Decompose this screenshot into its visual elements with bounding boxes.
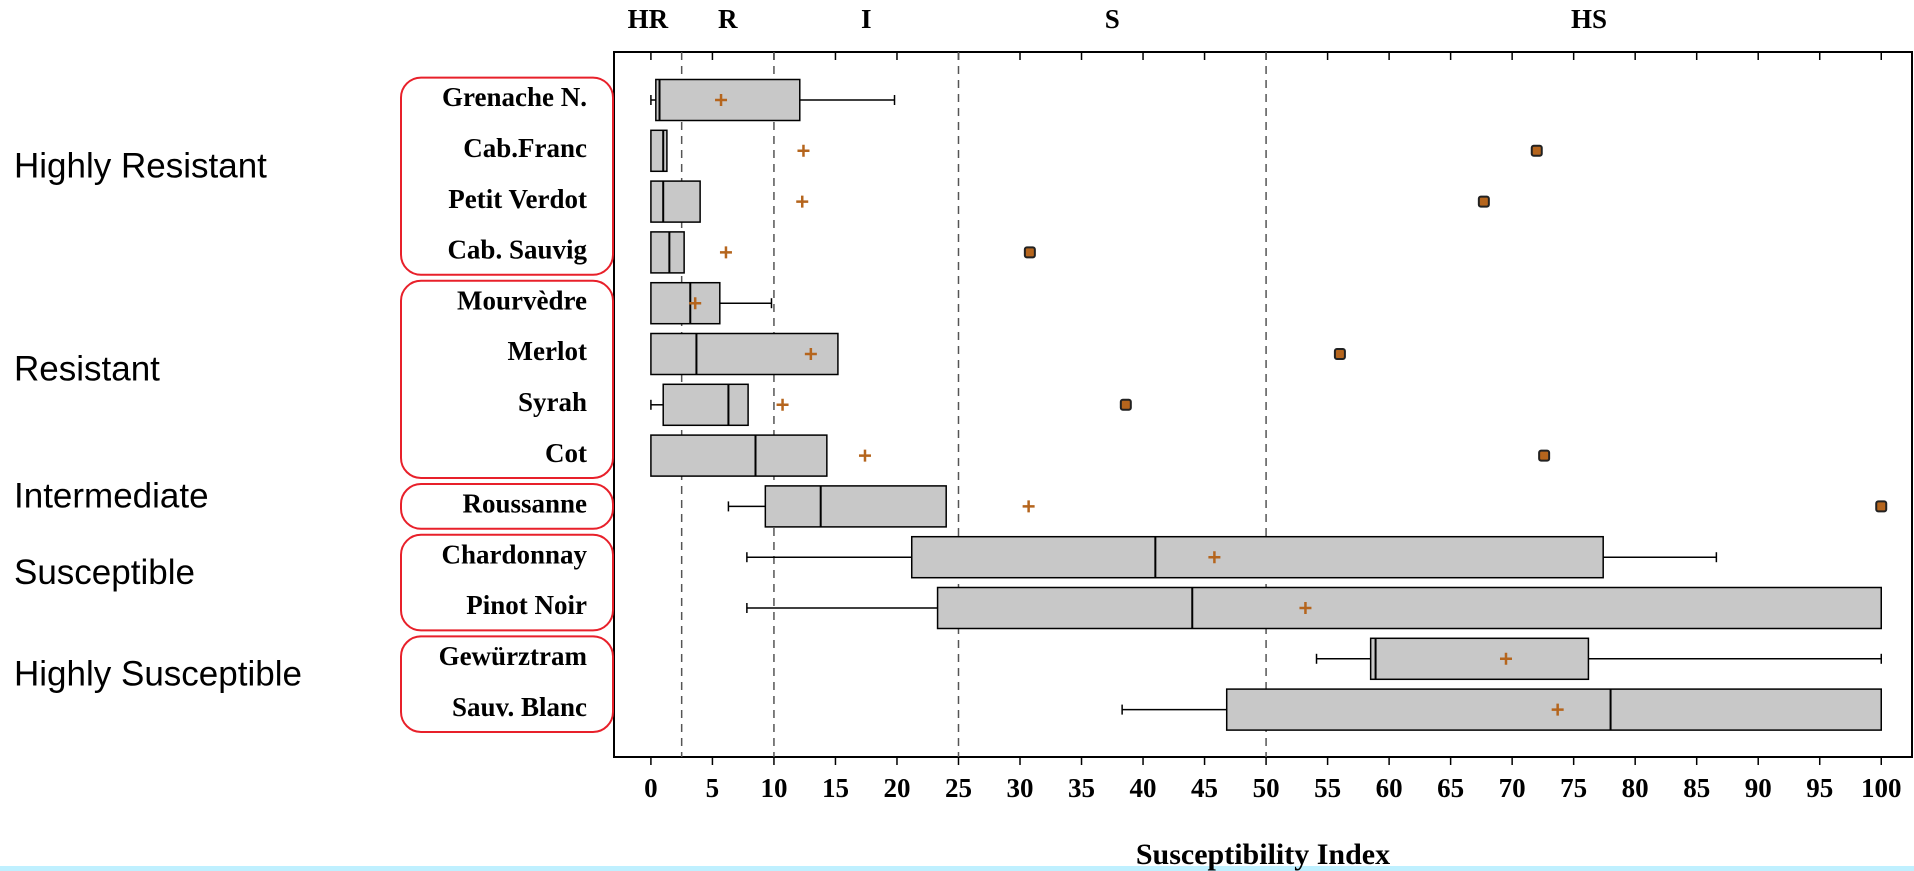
mean-marker xyxy=(776,398,789,411)
category-label: Sauv. Blanc xyxy=(452,692,587,722)
category-label: Mourvèdre xyxy=(457,285,587,315)
x-tick-label: 55 xyxy=(1314,773,1341,803)
x-tick-label: 95 xyxy=(1806,773,1833,803)
box xyxy=(650,180,701,223)
x-tick-label: 65 xyxy=(1437,773,1464,803)
category-label: Pinot Noir xyxy=(466,590,587,620)
group-box xyxy=(400,483,614,530)
outlier xyxy=(1333,348,1346,360)
box xyxy=(650,231,685,274)
category-label: Chardonnay xyxy=(441,539,587,569)
mean-marker xyxy=(715,94,728,106)
zone-label: I xyxy=(861,4,872,34)
group-box xyxy=(400,635,614,734)
group-label: Highly Resistant xyxy=(14,146,267,185)
group-label: Highly Susceptible xyxy=(14,654,302,693)
category-label: Grenache N. xyxy=(442,82,587,112)
zone-label: HS xyxy=(1571,4,1607,34)
x-tick-label: 60 xyxy=(1376,773,1403,803)
box xyxy=(764,485,947,528)
x-tick-label: 30 xyxy=(1007,773,1034,803)
group-box xyxy=(400,279,614,479)
mean-marker xyxy=(1499,652,1512,665)
mean-marker xyxy=(1299,602,1312,614)
outlier xyxy=(1538,449,1551,462)
outlier xyxy=(1477,195,1490,208)
mean-marker xyxy=(797,144,810,157)
group-label: Resistant xyxy=(14,350,160,389)
x-tick-label: 50 xyxy=(1253,773,1280,803)
x-tick-label: 10 xyxy=(760,773,787,803)
x-tick-label: 75 xyxy=(1560,773,1587,803)
mean-marker xyxy=(1208,551,1221,564)
mean-marker xyxy=(1551,703,1564,716)
outlier xyxy=(1530,144,1543,157)
box xyxy=(1225,688,1882,731)
bottom-strip xyxy=(0,866,1914,871)
box xyxy=(910,535,1604,579)
category-label: Syrah xyxy=(518,387,587,417)
outlier xyxy=(1119,398,1132,411)
x-tick-label: 45 xyxy=(1191,773,1218,803)
outlier xyxy=(1023,246,1036,259)
x-tick-label: 40 xyxy=(1130,773,1157,803)
box xyxy=(655,78,801,122)
mean-marker xyxy=(804,348,817,360)
box xyxy=(1369,637,1590,681)
x-tick-label: 0 xyxy=(644,773,658,803)
category-label: Gewürztram xyxy=(439,641,588,671)
x-tick-label: 90 xyxy=(1745,773,1772,803)
x-tick-label: 80 xyxy=(1622,773,1649,803)
zone-label: HR xyxy=(628,4,669,34)
zone-label: R xyxy=(718,4,738,34)
mean-marker xyxy=(858,449,871,462)
x-tick-label: 100 xyxy=(1861,773,1902,803)
group-box xyxy=(400,76,614,276)
category-label: Merlot xyxy=(508,336,587,366)
x-tick-label: 70 xyxy=(1499,773,1526,803)
x-tick-label: 5 xyxy=(706,773,720,803)
category-label: Cot xyxy=(545,438,587,468)
category-label: Cab. Sauvig xyxy=(447,235,587,265)
mean-marker xyxy=(719,246,732,259)
outlier xyxy=(1875,500,1888,513)
zone-label: S xyxy=(1105,4,1120,34)
box xyxy=(662,383,749,427)
group-label: Intermediate xyxy=(14,477,209,516)
mean-marker xyxy=(796,195,809,208)
group-box xyxy=(400,533,614,632)
x-tick-label: 35 xyxy=(1068,773,1095,803)
plot-frame xyxy=(613,51,1913,758)
box xyxy=(936,586,1882,630)
mean-marker xyxy=(689,297,702,310)
group-label: Susceptible xyxy=(14,553,195,592)
mean-marker xyxy=(1022,500,1035,513)
category-label: Petit Verdot xyxy=(448,184,587,214)
box xyxy=(650,434,828,477)
category-label: Roussanne xyxy=(462,489,587,519)
x-tick-label: 25 xyxy=(945,773,972,803)
x-axis-title: Susceptibility Index xyxy=(1136,838,1390,871)
x-tick-label: 85 xyxy=(1683,773,1710,803)
box xyxy=(650,281,721,325)
category-label: Cab.Franc xyxy=(463,133,587,163)
x-tick-label: 20 xyxy=(883,773,910,803)
box xyxy=(650,129,668,173)
x-tick-label: 15 xyxy=(822,773,849,803)
